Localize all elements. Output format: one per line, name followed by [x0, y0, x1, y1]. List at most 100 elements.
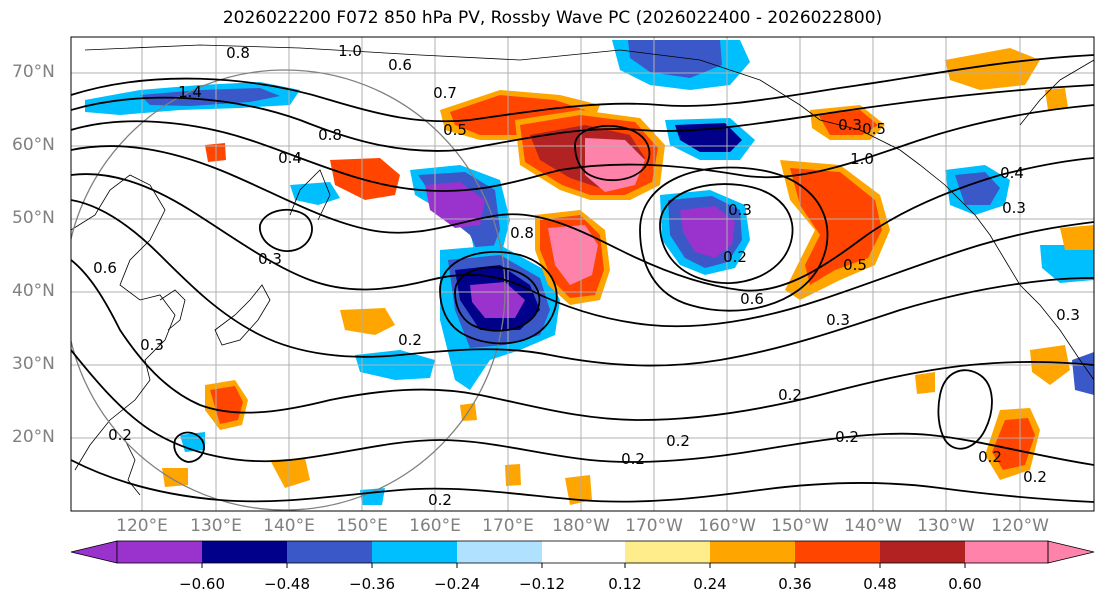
anomaly-blob [915, 372, 935, 394]
contour-label: 1.0 [338, 42, 362, 60]
anomaly-blob [470, 282, 525, 318]
anomaly-blob [162, 468, 188, 487]
lon-label-150e: 150°E [336, 516, 388, 536]
pv-contour [71, 259, 1094, 421]
colorbar-tick-label: 0.36 [778, 575, 812, 593]
contour-label: 0.5 [843, 256, 867, 274]
anomaly-blob [340, 308, 395, 335]
anomaly-blob [955, 172, 1000, 205]
pv-contour [439, 251, 558, 345]
colorbar-segment [795, 541, 880, 563]
anomaly-blob [945, 48, 1040, 90]
anomaly-blob [360, 488, 385, 505]
colorbar-tick-label: 0.60 [948, 575, 982, 593]
lon-label-130e: 130°E [190, 516, 242, 536]
anomaly-blob [1060, 225, 1094, 250]
pv-contour [71, 459, 1094, 503]
lat-label-60n: 60°N [12, 135, 55, 155]
pv-contour [71, 54, 1094, 123]
lon-label-170w: 170°W [625, 516, 683, 536]
lat-label-20n: 20°N [12, 427, 55, 447]
anomaly-blob [548, 225, 598, 285]
contour-label: 0.8 [318, 126, 342, 144]
pv-contour [574, 125, 651, 182]
pv-contour [71, 84, 1094, 152]
pv-contours [71, 54, 1094, 503]
anomaly-blob [1040, 245, 1094, 283]
contour-label: 0.6 [740, 290, 764, 308]
colorbar-tick-label: −0.36 [349, 575, 395, 593]
colorbar-segment [625, 541, 710, 563]
colorbar-tick-label: −0.12 [519, 575, 565, 593]
contour-label: 0.8 [510, 224, 534, 242]
lon-label-160w: 160°W [698, 516, 756, 536]
contour-label: 0.3 [1002, 199, 1026, 217]
colorbar-tick-label: 0.12 [608, 575, 642, 593]
lon-label-120e: 120°E [116, 516, 168, 536]
coastline [214, 284, 271, 346]
coastline [84, 44, 1094, 381]
colorbar-segment [457, 541, 542, 563]
gridlines [71, 37, 1094, 511]
lon-label-170e: 170°E [482, 516, 534, 536]
pv-contour [71, 173, 1094, 328]
contour-label: 0.2 [398, 331, 422, 349]
map-frame [70, 36, 1095, 512]
colorbar-segment [117, 541, 202, 563]
pv-contour [71, 145, 1094, 292]
anomaly-blob [505, 464, 521, 486]
contour-label: 0.2 [778, 386, 802, 404]
coastline [289, 169, 331, 221]
anomaly-blob [210, 386, 243, 424]
lat-label-40n: 40°N [12, 281, 55, 301]
contour-label: 0.8 [226, 44, 250, 62]
colorbar-max-extend [1047, 540, 1095, 564]
colorbar-segment [710, 541, 795, 563]
colorbar-segment [202, 541, 287, 563]
lon-label-140w: 140°W [844, 516, 902, 536]
colorbar-segment [965, 541, 1048, 563]
pv-contour [659, 183, 794, 284]
lat-label-30n: 30°N [12, 354, 55, 374]
coastlines [71, 44, 1094, 496]
contour-label: 1.4 [178, 83, 202, 101]
contour-label: 0.2 [723, 248, 747, 266]
contour-label: 0.3 [258, 250, 282, 268]
anomaly-blob [140, 88, 280, 106]
colorbar-segment [372, 541, 457, 563]
lon-label-140e: 140°E [263, 516, 315, 536]
anomaly-blob [425, 182, 485, 228]
colorbar-tick-label: −0.48 [264, 575, 310, 593]
contour-label: 0.2 [621, 450, 645, 468]
contour-label: 0.2 [666, 432, 690, 450]
contour-label: 0.6 [388, 56, 412, 74]
coastline [71, 174, 176, 471]
pv-contour [937, 369, 993, 450]
contour-label: 0.3 [140, 336, 164, 354]
contour-label: 0.3 [1056, 306, 1080, 324]
contour-label: 0.2 [1023, 468, 1047, 486]
lat-label-50n: 50°N [12, 208, 55, 228]
pv-contour [71, 349, 1094, 466]
contour-label: 0.2 [835, 428, 859, 446]
lon-label-180w: 180°W [552, 516, 610, 536]
map-title: 2026022200 F072 850 hPa PV, Rossby Wave … [222, 8, 883, 28]
anomaly-blob [270, 458, 310, 488]
contour-label: 0.5 [862, 120, 886, 138]
colorbar-tick-label: 0.48 [863, 575, 897, 593]
contour-label: 1.0 [850, 150, 874, 168]
lon-label-160e: 160°E [409, 516, 461, 536]
colorbar-tick-label: 0.24 [693, 575, 727, 593]
colorbar-segment [880, 541, 965, 563]
contour-label: 0.6 [93, 259, 117, 277]
anomaly-blob [565, 475, 592, 505]
colorbar-tick-label: −0.24 [434, 575, 480, 593]
contour-label: 0.5 [443, 121, 467, 139]
pv-contour [259, 208, 313, 252]
contour-label: 0.3 [838, 116, 862, 134]
contour-label: 0.7 [433, 84, 457, 102]
anomaly-blob [1072, 352, 1094, 395]
contour-label: 0.3 [728, 201, 752, 219]
contour-label: 0.4 [278, 149, 302, 167]
colorbar-tick-label: −0.60 [179, 575, 225, 593]
